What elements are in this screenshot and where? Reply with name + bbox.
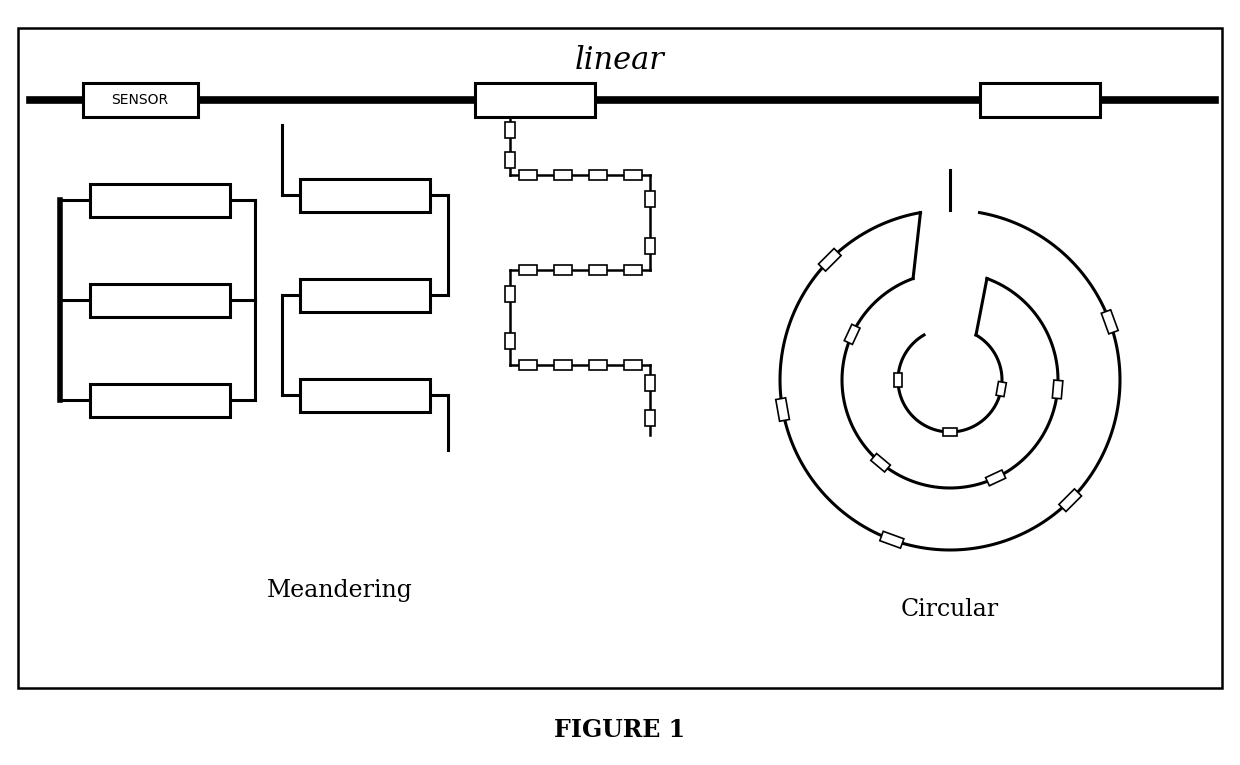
Bar [505, 122, 515, 138]
Bar [624, 265, 641, 275]
Bar [624, 360, 641, 370]
Bar [942, 428, 957, 436]
Text: Circular: Circular [901, 598, 999, 621]
Bar [645, 190, 655, 207]
Bar [996, 382, 1007, 396]
Text: linear: linear [575, 44, 665, 76]
Text: SENSOR: SENSOR [112, 93, 169, 107]
Bar [645, 409, 655, 425]
Bar [475, 83, 595, 117]
Bar [818, 249, 841, 271]
Bar [986, 470, 1006, 486]
Bar [1053, 380, 1063, 399]
Text: Meandering: Meandering [267, 578, 413, 601]
Bar [91, 284, 229, 317]
Bar [91, 184, 229, 216]
Bar [518, 170, 537, 180]
Bar [645, 238, 655, 254]
Bar [505, 286, 515, 301]
Bar [624, 170, 641, 180]
Bar [1101, 310, 1118, 334]
Bar [1059, 489, 1081, 512]
Bar [645, 375, 655, 390]
Bar [870, 454, 890, 472]
Bar [894, 373, 901, 387]
Bar [300, 178, 430, 211]
Bar [880, 531, 904, 549]
Bar [589, 265, 606, 275]
Text: FIGURE 1: FIGURE 1 [554, 718, 686, 742]
Bar [589, 360, 606, 370]
Bar [553, 265, 572, 275]
Bar [553, 170, 572, 180]
Bar [776, 398, 790, 422]
Bar [844, 324, 861, 344]
Bar [83, 83, 197, 117]
Bar [980, 83, 1100, 117]
Bar [91, 383, 229, 416]
Bar [518, 265, 537, 275]
Bar [300, 278, 430, 311]
Bar [553, 360, 572, 370]
Bar [518, 360, 537, 370]
Bar [19, 28, 1221, 688]
Bar [300, 379, 430, 412]
Bar [505, 334, 515, 350]
Bar [589, 170, 606, 180]
Bar [505, 152, 515, 168]
